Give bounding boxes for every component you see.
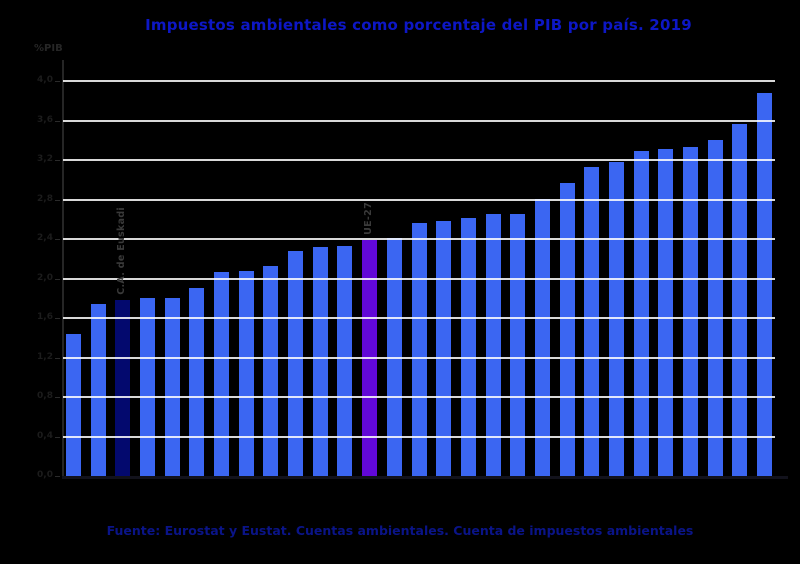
bar-label-ue-27: UE-27	[363, 202, 375, 235]
bar	[238, 270, 254, 476]
y-axis-tick	[55, 436, 60, 438]
chart-title: Impuestos ambientales como porcentaje de…	[145, 16, 692, 34]
y-tick-label: 2,0	[37, 272, 53, 283]
bar	[288, 250, 304, 476]
highlighted-bar	[115, 300, 131, 476]
bar	[683, 147, 698, 476]
bar	[436, 221, 452, 476]
y-axis-tick	[55, 278, 60, 280]
bar-label-c-a-de-euskadi: C.A. de Euskadi	[116, 207, 128, 296]
footer-source-text: Fuente: Eurostat y Eustat. Cuentas ambie…	[106, 523, 694, 538]
gridline	[63, 238, 775, 240]
y-axis-tick	[55, 120, 60, 122]
y-axis-tick	[55, 357, 60, 359]
bar	[411, 223, 427, 476]
gridline	[63, 277, 775, 280]
bar	[263, 265, 279, 476]
bar	[140, 298, 156, 476]
y-axis-tick	[55, 239, 60, 240]
y-axis-tick	[55, 318, 60, 319]
bar	[164, 298, 180, 476]
y-tick-label: 2,8	[37, 193, 53, 204]
bar	[337, 245, 353, 476]
y-axis-tick	[55, 81, 60, 82]
gridline	[63, 80, 775, 82]
bar	[757, 92, 773, 476]
y-tick-label: 4,0	[37, 75, 53, 85]
bar	[460, 218, 476, 476]
y-axis-unit-label: %PIB	[34, 43, 63, 54]
bar	[633, 151, 649, 476]
bar	[90, 304, 106, 476]
bar	[584, 166, 600, 476]
y-axis-tick	[55, 397, 60, 398]
gridline	[63, 317, 775, 319]
bar	[732, 124, 748, 476]
bar	[189, 288, 205, 476]
gridline	[63, 119, 775, 122]
y-axis-tick	[55, 199, 60, 201]
gridline	[63, 159, 775, 161]
gridline	[63, 435, 775, 438]
bar	[485, 214, 501, 476]
y-tick-label: 0,0	[37, 470, 53, 480]
bar	[510, 214, 526, 476]
y-tick-label: 0,8	[37, 391, 53, 401]
bar	[559, 182, 575, 476]
bar	[658, 149, 674, 476]
y-tick-label: 1,6	[37, 312, 53, 322]
y-axis-tick	[55, 160, 60, 161]
y-tick-label: 3,6	[37, 114, 53, 125]
bar	[214, 271, 230, 476]
gridline	[63, 356, 775, 359]
x-axis-line	[62, 476, 788, 479]
y-tick-label: 3,2	[37, 154, 53, 164]
bar	[534, 198, 550, 476]
y-axis-line	[62, 60, 64, 477]
bar	[707, 140, 723, 476]
bar	[312, 246, 328, 476]
gridline	[63, 198, 775, 201]
bar	[66, 333, 81, 476]
gridline	[63, 396, 775, 398]
y-tick-label: 2,4	[37, 233, 53, 243]
y-tick-label: 0,4	[37, 430, 53, 441]
y-tick-label: 1,2	[37, 351, 53, 362]
y-axis-tick	[55, 476, 60, 477]
